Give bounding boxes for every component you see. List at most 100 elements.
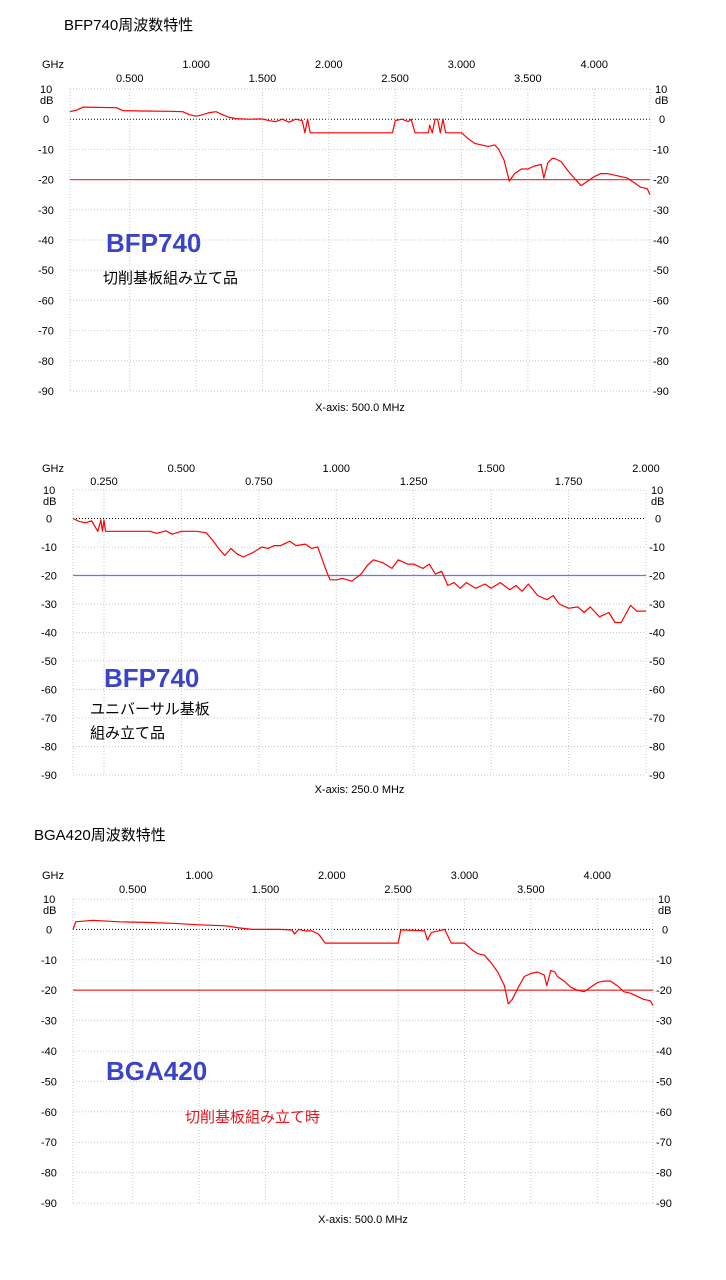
- x-tick-label: 4.000: [580, 59, 608, 71]
- y-tick-label: -90: [38, 386, 54, 398]
- x-tick-label: 0.250: [90, 476, 118, 488]
- x-tick-label: 0.500: [119, 884, 147, 896]
- y-tick-label-right: -90: [649, 770, 665, 782]
- device-label: BGA420: [106, 1056, 207, 1086]
- x-tick-label: 1.500: [252, 884, 280, 896]
- y-tick-label-right: -40: [653, 235, 669, 247]
- x-axis-caption: X-axis: 500.0 MHz: [315, 402, 405, 414]
- x-tick-label: 2.500: [381, 73, 409, 85]
- y-tick-label-right: 0: [662, 924, 668, 936]
- y-tick-label-right: -30: [656, 1016, 672, 1028]
- x-tick-label: 3.000: [448, 59, 476, 71]
- y-tick-label: -30: [41, 1016, 57, 1028]
- y-tick-label: 10: [43, 485, 55, 497]
- y-tick-label-right: -70: [649, 713, 665, 725]
- y-unit-label: dB: [43, 905, 56, 917]
- y-tick-label-right: 10: [658, 894, 670, 906]
- y-tick-label-right: -90: [656, 1198, 672, 1210]
- y-tick-label: -80: [38, 356, 54, 368]
- device-label: BFP740: [106, 228, 201, 258]
- x-tick-label: 0.750: [245, 476, 273, 488]
- x-tick-label: 3.500: [517, 884, 545, 896]
- y-unit-label: dB: [40, 95, 53, 107]
- y-tick-label: -40: [38, 235, 54, 247]
- x-tick-label: 1.000: [185, 870, 213, 882]
- y-tick-label-right: -80: [649, 742, 665, 754]
- x-tick-label: 1.750: [555, 476, 583, 488]
- y-tick-label-right: -60: [653, 295, 669, 307]
- y-tick-label: -90: [41, 770, 57, 782]
- x-tick-label: 4.000: [583, 870, 611, 882]
- y-tick-label: -20: [38, 175, 54, 187]
- board-description-line2: 組み立て品: [90, 724, 165, 742]
- y-tick-label: -80: [41, 1168, 57, 1180]
- y-tick-label-right: -50: [653, 265, 669, 277]
- y-tick-label: -70: [41, 713, 57, 725]
- y-tick-label-right: -70: [656, 1137, 672, 1149]
- y-tick-label: -10: [38, 144, 54, 156]
- x-unit-label: GHz: [42, 463, 64, 475]
- y-tick-label-right: -40: [656, 1046, 672, 1058]
- y-tick-label: -60: [41, 1107, 57, 1119]
- y-tick-label-right: -80: [653, 356, 669, 368]
- y-tick-label: -30: [41, 599, 57, 611]
- y-tick-label: 10: [43, 894, 55, 906]
- y-tick-label-right: -10: [653, 144, 669, 156]
- y-tick-label-right: -10: [656, 955, 672, 967]
- y-tick-label: -80: [41, 742, 57, 754]
- device-label: BFP740: [104, 663, 199, 693]
- y-tick-label-right: 10: [655, 84, 667, 96]
- y-tick-label: -30: [38, 205, 54, 217]
- x-tick-label: 3.000: [451, 870, 479, 882]
- x-tick-label: 3.500: [514, 73, 542, 85]
- trace-s21: [69, 106, 651, 195]
- x-axis-caption: X-axis: 500.0 MHz: [318, 1214, 408, 1226]
- y-tick-label-right: -80: [656, 1168, 672, 1180]
- y-tick-label: -50: [41, 656, 57, 668]
- y-tick-label: -60: [38, 295, 54, 307]
- x-unit-label: GHz: [42, 870, 64, 882]
- section-title-bfp740: BFP740周波数特性: [64, 17, 194, 34]
- y-tick-label: -20: [41, 571, 57, 583]
- x-tick-label: 2.000: [632, 463, 660, 475]
- y-tick-label-right: -20: [649, 571, 665, 583]
- x-tick-label: 2.500: [384, 884, 412, 896]
- y-tick-label-right: -20: [653, 175, 669, 187]
- y-tick-label-right: 0: [655, 514, 661, 526]
- y-tick-label: -70: [38, 326, 54, 338]
- y-unit-label-right: dB: [655, 95, 668, 107]
- x-tick-label: 1.000: [182, 59, 210, 71]
- x-tick-label: 1.500: [477, 463, 505, 475]
- y-tick-label: 0: [46, 924, 52, 936]
- y-tick-label-right: 10: [651, 485, 663, 497]
- x-tick-label: 1.000: [323, 463, 351, 475]
- board-description: 切削基板組み立て品: [103, 269, 238, 287]
- y-tick-label-right: -10: [649, 542, 665, 554]
- y-tick-label-right: -70: [653, 326, 669, 338]
- x-tick-label: 0.500: [168, 463, 196, 475]
- y-tick-label: 10: [40, 84, 52, 96]
- y-tick-label-right: -60: [656, 1107, 672, 1119]
- y-tick-label-right: -30: [649, 599, 665, 611]
- y-tick-label: 0: [46, 514, 52, 526]
- x-axis-caption: X-axis: 250.0 MHz: [315, 784, 405, 796]
- y-tick-label: -10: [41, 955, 57, 967]
- y-tick-label-right: -20: [656, 985, 672, 997]
- trace-s21: [72, 517, 646, 624]
- x-unit-label: GHz: [42, 59, 64, 71]
- y-tick-label-right: -90: [653, 386, 669, 398]
- y-tick-label: -60: [41, 685, 57, 697]
- x-tick-label: 2.000: [318, 870, 346, 882]
- section-title-bga420: BGA420周波数特性: [34, 827, 166, 844]
- y-tick-label-right: -60: [649, 685, 665, 697]
- y-unit-label-right: dB: [651, 496, 664, 508]
- y-tick-label-right: -50: [649, 656, 665, 668]
- y-tick-label: -40: [41, 1046, 57, 1058]
- y-unit-label: dB: [43, 496, 56, 508]
- board-description: ユニバーサル基板: [90, 700, 210, 718]
- y-tick-label: -10: [41, 542, 57, 554]
- y-tick-label: -40: [41, 628, 57, 640]
